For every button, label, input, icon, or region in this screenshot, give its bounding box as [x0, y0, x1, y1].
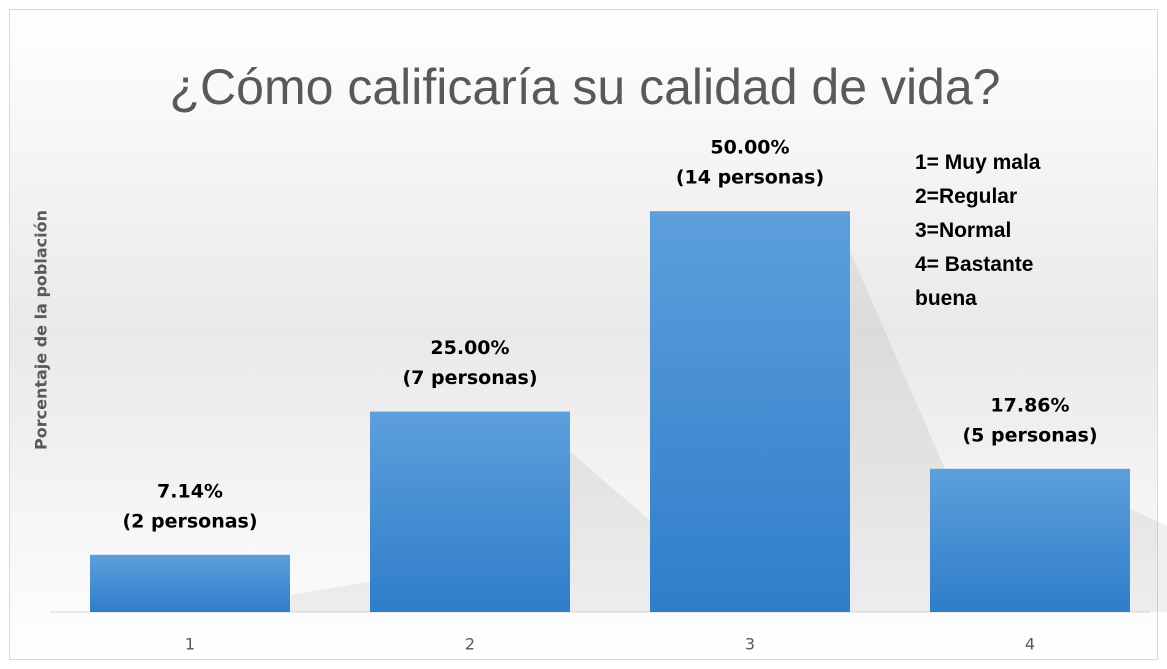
data-label-count: (5 personas) [962, 424, 1097, 446]
bar [370, 411, 570, 612]
data-label: 25.00% [430, 337, 509, 359]
annotation: 4= Bastante buena [915, 253, 1034, 310]
data-label-count: (14 personas) [676, 167, 824, 189]
bar [650, 211, 850, 612]
y-axis-label: Porcentaje de la población [32, 210, 51, 450]
data-label-count: (7 personas) [402, 367, 537, 389]
annotation: 2=Regular [915, 185, 1018, 208]
x-tick-label: 2 [465, 635, 475, 654]
data-label: 50.00% [710, 137, 789, 159]
data-label: 7.14% [157, 480, 223, 502]
x-tick-label: 3 [745, 635, 755, 654]
bar-shadow [1130, 508, 1167, 612]
data-label: 17.86% [990, 394, 1069, 416]
annotation: 1= Muy mala [915, 151, 1041, 174]
bar [90, 554, 290, 612]
annotation-box: 1= Muy mala 2=Regular 3=Normal 4= Bastante … [915, 146, 1085, 316]
data-label-count: (2 personas) [122, 510, 257, 532]
chart-title: ¿Cómo calificaría su calidad de vida? [169, 59, 1001, 115]
bar [930, 468, 1130, 612]
x-tick-label: 1 [185, 635, 195, 654]
x-tick-label: 4 [1025, 635, 1035, 654]
annotation: 3=Normal [915, 219, 1012, 242]
